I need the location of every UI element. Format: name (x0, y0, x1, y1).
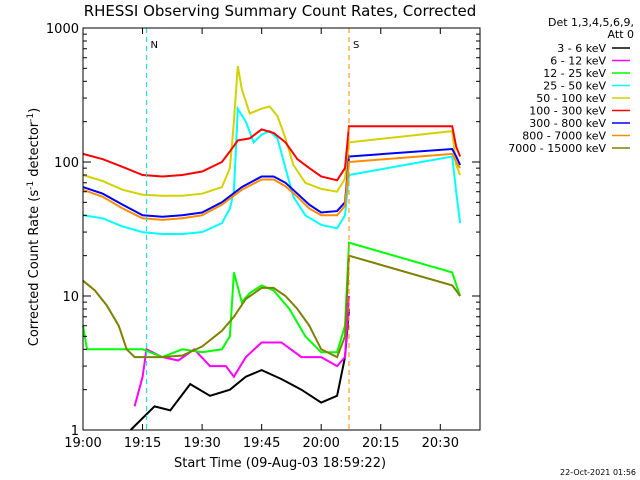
legend-label-4: 25 - 50 keV (543, 80, 606, 93)
series-line-6 (82, 125, 462, 182)
y-axis-label-sup2: -1 (26, 113, 36, 122)
legend-label-3: 12 - 25 keV (543, 67, 606, 80)
y-axis-label-sup1: -1 (26, 181, 36, 190)
series-line-3 (82, 241, 462, 359)
plot-frame (82, 27, 481, 431)
x-tick-label-2: 19:30 (183, 436, 220, 451)
legend-label-6: 100 - 300 keV (529, 105, 606, 118)
x-tick-label-6: 20:30 (422, 436, 459, 451)
legend-label-9: 7000 - 15000 keV (508, 142, 606, 155)
y-tick-label-0: 1 (71, 424, 79, 439)
y-axis-label: Corrected Count Rate (s-1 detector-1) (26, 108, 42, 346)
legend-label-5: 50 - 100 keV (536, 92, 606, 105)
y-axis-label-mid: detector (27, 121, 42, 181)
series-line-8 (82, 152, 461, 221)
series-line-4 (82, 105, 462, 235)
series-line-9 (82, 254, 461, 359)
y-tick-label-3: 1000 (46, 22, 79, 37)
y-tick-label-1: 10 (62, 290, 79, 305)
chart-title: RHESSI Observing Summary Count Rates, Co… (84, 2, 477, 20)
legend-label-7: 300 - 800 keV (529, 117, 606, 130)
x-tick-label-3: 19:45 (243, 436, 280, 451)
axes: 19:00 19:15 19:30 19:45 20:00 20:15 20:30 1 10 10… (46, 22, 481, 451)
flag-label-S: S (353, 40, 359, 51)
legend-header-1: Att 0 (608, 28, 634, 41)
x-tick-label-4: 20:00 (302, 436, 339, 451)
y-axis-label-end: ) (27, 108, 42, 113)
y-tick-label-2: 100 (54, 156, 79, 171)
series-line-1 (129, 308, 350, 431)
x-tick-label-5: 20:15 (362, 436, 399, 451)
footer-date: 22-Oct-2021 01:56 (560, 468, 636, 477)
x-tick-label-0: 19:00 (64, 436, 101, 451)
legend-label-8: 800 - 7000 keV (522, 130, 606, 143)
flag-label-N: N (151, 40, 158, 51)
y-axis-label-main: Corrected Count Rate (s (27, 190, 42, 347)
series-line-5 (82, 65, 462, 197)
legend-label-2: 6 - 12 keV (550, 55, 606, 68)
legend-label-1: 3 - 6 keV (557, 42, 606, 55)
x-axis-label: Start Time (09-Aug-03 18:59:22) (174, 456, 386, 471)
x-tick-label-1: 19:15 (124, 436, 161, 451)
legend-header-0: Det 1,3,4,5,6,9, (548, 16, 634, 29)
